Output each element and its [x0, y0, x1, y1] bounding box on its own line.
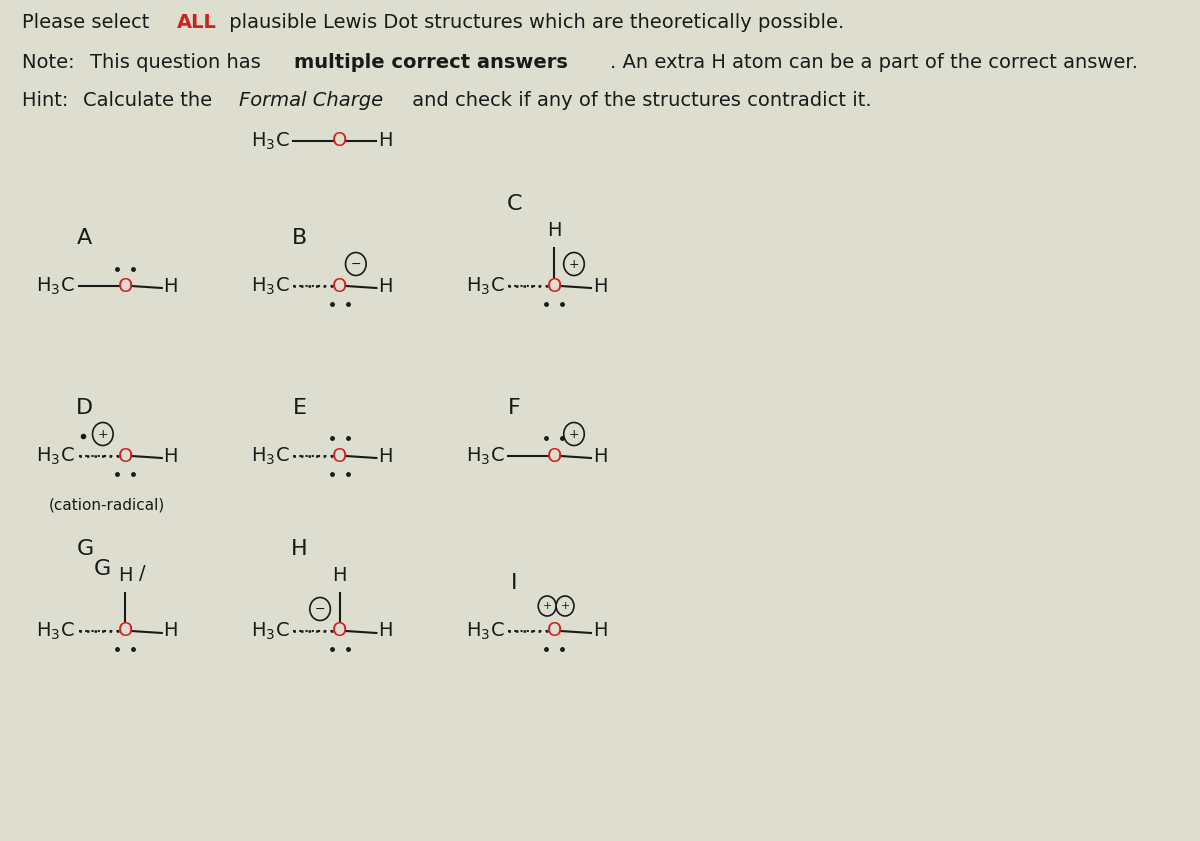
Text: H: H — [118, 566, 132, 585]
Text: O: O — [547, 621, 562, 641]
Text: O: O — [547, 277, 562, 295]
Text: plausible Lewis Dot structures which are theoretically possible.: plausible Lewis Dot structures which are… — [222, 13, 844, 32]
Text: H$_3$C: H$_3$C — [36, 446, 76, 467]
Text: F: F — [508, 398, 521, 418]
Text: H$_3$C: H$_3$C — [36, 621, 76, 642]
Text: H: H — [163, 447, 178, 466]
Text: ALL: ALL — [176, 13, 216, 32]
Text: +: + — [542, 601, 552, 611]
Text: /: / — [138, 564, 145, 583]
Text: H$_3$C: H$_3$C — [251, 275, 289, 297]
Text: H$_3$C: H$_3$C — [466, 446, 504, 467]
Text: I: I — [511, 573, 517, 593]
Text: H$_3$C: H$_3$C — [251, 446, 289, 467]
Text: H$_3$C: H$_3$C — [251, 130, 289, 151]
Text: multiple correct answers: multiple correct answers — [294, 53, 569, 72]
Text: B: B — [292, 228, 307, 248]
Text: O: O — [118, 621, 133, 641]
Text: H: H — [332, 566, 347, 585]
Text: Calculate the: Calculate the — [83, 91, 218, 110]
Text: H: H — [378, 447, 392, 466]
Text: H: H — [593, 277, 607, 295]
Text: H$_3$C: H$_3$C — [466, 621, 504, 642]
Text: A: A — [77, 228, 92, 248]
Text: H$_3$C: H$_3$C — [466, 275, 504, 297]
Text: Please select: Please select — [23, 13, 156, 32]
Text: O: O — [118, 447, 133, 466]
Text: H: H — [378, 277, 392, 295]
Text: H: H — [593, 447, 607, 466]
Text: +: + — [569, 257, 580, 271]
Text: Hint:: Hint: — [23, 91, 74, 110]
Text: O: O — [332, 447, 348, 466]
Text: −: − — [314, 602, 325, 616]
Text: C: C — [506, 194, 522, 214]
Text: H: H — [163, 621, 178, 641]
Text: +: + — [560, 601, 570, 611]
Text: Note:: Note: — [23, 53, 82, 72]
Text: H: H — [547, 221, 562, 240]
Text: O: O — [547, 447, 562, 466]
Text: H$_3$C: H$_3$C — [251, 621, 289, 642]
Text: H: H — [593, 621, 607, 641]
Text: G: G — [77, 539, 94, 559]
Text: (cation-radical): (cation-radical) — [49, 498, 166, 513]
Text: D: D — [77, 398, 94, 418]
Text: +: + — [569, 427, 580, 441]
Text: O: O — [118, 277, 133, 295]
Text: +: + — [97, 427, 108, 441]
Text: O: O — [332, 277, 348, 295]
Text: H$_3$C: H$_3$C — [36, 275, 76, 297]
Text: G: G — [94, 559, 112, 579]
Text: O: O — [332, 131, 348, 151]
Text: H: H — [378, 131, 392, 151]
Text: and check if any of the structures contradict it.: and check if any of the structures contr… — [406, 91, 871, 110]
Text: E: E — [293, 398, 306, 418]
Text: This question has: This question has — [90, 53, 268, 72]
Text: H: H — [292, 539, 308, 559]
Text: . An extra H atom can be a part of the correct answer.: . An extra H atom can be a part of the c… — [611, 53, 1139, 72]
Text: H: H — [378, 621, 392, 641]
Text: H: H — [163, 277, 178, 295]
Text: O: O — [332, 621, 348, 641]
Text: Formal Charge: Formal Charge — [239, 91, 383, 110]
Text: −: − — [350, 257, 361, 271]
